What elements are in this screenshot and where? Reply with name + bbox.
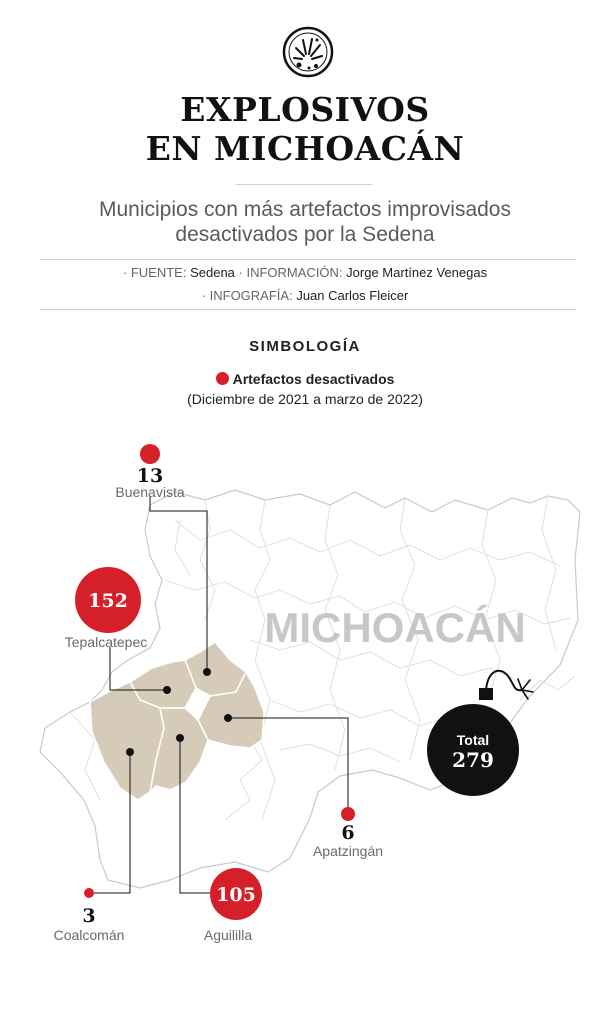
legend-item: Artefactos desactivados — [0, 371, 610, 387]
informacion-label: · INFORMACIÓN: — [238, 265, 343, 280]
title-line-2: EN MICHOACÁN — [145, 129, 465, 168]
marker-tepalcatepec: 152 Tepalcatepec — [65, 567, 148, 650]
bubble-apatzingan — [341, 807, 355, 821]
value-aguililla: 105 — [216, 884, 256, 906]
subtitle-line-2: desactivados por la Sedena — [175, 223, 435, 246]
value-coalcoman: 3 — [82, 905, 95, 927]
marker-coalcoman: 3 Coalcomán — [54, 888, 125, 943]
municipal-borders — [69, 495, 576, 821]
bomb-cap — [479, 688, 493, 700]
value-buenavista: 13 — [137, 465, 163, 487]
marker-buenavista: 13 Buenavista — [115, 444, 185, 500]
bubble-buenavista — [140, 444, 160, 464]
bomb-fuse-icon — [485, 669, 523, 692]
point-apatzingan — [224, 714, 232, 722]
credits-bottom-rule — [40, 309, 576, 310]
fuente-label: · FUENTE: — [122, 265, 187, 280]
marker-aguililla: 105 Aguililla — [204, 868, 262, 943]
subtitle-line-1: Municipios con más artefactos improvisad… — [98, 198, 511, 221]
legend-period: (Diciembre de 2021 a marzo de 2022) — [187, 391, 423, 407]
value-tepalcatepec: 152 — [88, 590, 128, 612]
point-aguililla — [176, 734, 184, 742]
legend-item-label: Artefactos desactivados — [232, 371, 395, 387]
credits-top-rule — [40, 259, 576, 260]
total-value: 279 — [452, 748, 494, 772]
label-buenavista: Buenavista — [115, 484, 184, 500]
highlighted-municipios — [89, 641, 265, 801]
region-aguililla — [148, 707, 209, 795]
leader-apatzingan — [228, 717, 349, 814]
credits-line-2: · INFOGRAFÍA: Juan Carlos Fleicer — [0, 286, 610, 306]
label-apatzingan: Apatzingán — [313, 843, 383, 859]
credits-line-1: · FUENTE: Sedena · INFORMACIÓN: Jorge Ma… — [0, 263, 610, 283]
infografia-label: · INFOGRAFÍA: — [201, 288, 293, 303]
marker-apatzingan: 6 Apatzingán — [313, 807, 383, 859]
bomb-total: Total 279 — [427, 669, 534, 796]
value-apatzingan: 6 — [341, 822, 354, 844]
leader-buenavista — [149, 496, 208, 672]
point-buenavista — [203, 668, 211, 676]
bubble-tepalcatepec — [75, 567, 141, 633]
leader-aguililla — [179, 738, 223, 894]
title-line-1: EXPLOSIVOS — [180, 90, 430, 129]
state-label: MICHOACÁN — [264, 604, 525, 651]
legend-heading: SIMBOLOGÍA — [249, 338, 361, 355]
fuente-value: Sedena — [190, 265, 235, 280]
explosion-icon — [282, 26, 334, 78]
infografia-value: Juan Carlos Fleicer — [296, 288, 409, 303]
legend-marker — [215, 372, 229, 385]
title-divider — [236, 184, 372, 185]
bomb-body — [427, 704, 519, 796]
leader-tepalcatepec — [109, 647, 167, 691]
point-tepalcatepec — [163, 686, 171, 694]
total-label: Total — [457, 732, 489, 748]
label-tepalcatepec: Tepalcatepec — [65, 634, 148, 650]
state-outline — [39, 489, 581, 889]
point-coalcoman — [126, 748, 134, 756]
bubble-aguililla — [210, 868, 262, 920]
leader-coalcoman — [89, 752, 131, 894]
label-coalcoman: Coalcomán — [54, 927, 125, 943]
informacion-value: Jorge Martínez Venegas — [346, 265, 488, 280]
label-aguililla: Aguililla — [204, 927, 252, 943]
spark-icon — [517, 678, 534, 700]
bubble-coalcoman — [84, 888, 94, 898]
